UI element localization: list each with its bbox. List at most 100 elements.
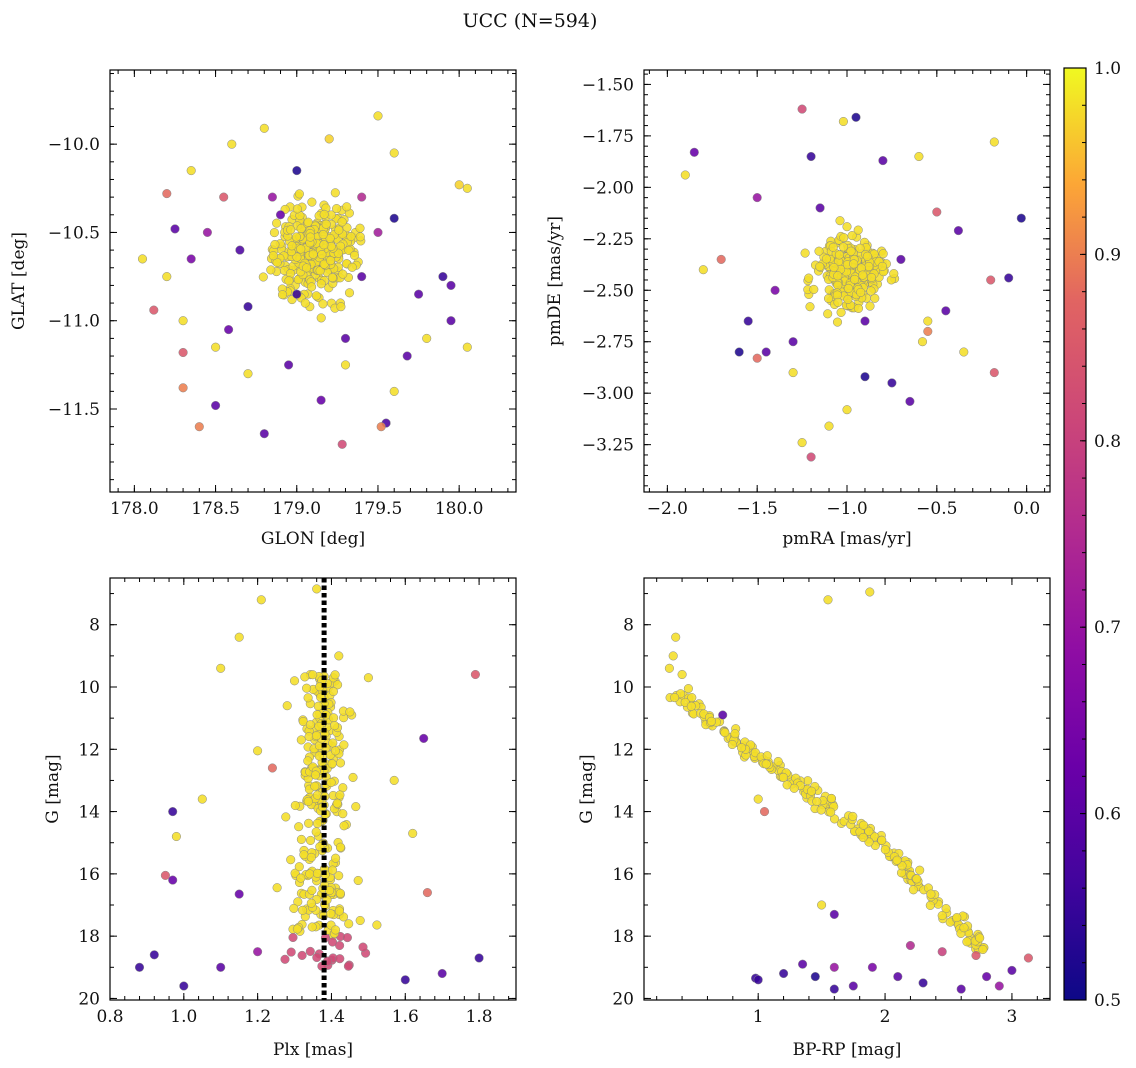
scatter-point	[829, 984, 839, 994]
cluster-member-point	[316, 313, 326, 323]
scatter-point	[419, 733, 429, 743]
scatter-point	[865, 587, 875, 597]
scatter-point	[454, 180, 464, 190]
plx-g-points	[134, 584, 484, 991]
scatter-point	[953, 226, 963, 236]
scatter-point	[408, 828, 418, 838]
cluster-member-point	[337, 217, 347, 227]
scatter-point	[474, 953, 484, 963]
scatter-point	[345, 707, 355, 717]
cluster-member-point	[286, 225, 296, 235]
scatter-point	[806, 151, 816, 162]
cluster-member-point	[308, 249, 318, 259]
cluster-member-point	[855, 243, 865, 253]
cluster-member-point	[816, 805, 826, 815]
scatter-point	[211, 400, 221, 411]
scatter-point	[235, 245, 245, 255]
scatter-point	[664, 663, 674, 673]
scatter-point	[959, 347, 969, 357]
scatter-point	[363, 673, 373, 683]
cluster-member-point	[834, 250, 844, 260]
cluster-member-point	[975, 933, 985, 943]
scatter-point	[797, 438, 807, 448]
colorbar-gradient	[1064, 68, 1086, 1000]
cluster-member-point	[310, 770, 321, 780]
scatter-point	[689, 147, 699, 157]
cluster-member-point	[823, 293, 834, 304]
scatter-point	[838, 116, 848, 127]
cluster-member-point	[941, 904, 951, 914]
cluster-member-point	[298, 905, 308, 915]
cluster-member-point	[315, 266, 325, 276]
cluster-member-point	[828, 242, 838, 252]
x-tick-label: 2	[880, 1007, 891, 1027]
cluster-member-point	[836, 307, 846, 317]
cluster-member-point	[806, 786, 817, 796]
cluster-member-point	[912, 874, 922, 884]
y-tick-label: −1.50	[582, 75, 634, 95]
scatter-point	[446, 280, 456, 290]
cluster-member-point	[342, 202, 352, 212]
scatter-point	[253, 746, 263, 756]
cluster-member-point	[338, 269, 348, 279]
scatter-point	[867, 962, 877, 972]
cluster-member-point	[937, 911, 947, 921]
scatter-point	[923, 326, 933, 336]
y-tick-label: 8	[89, 616, 100, 636]
cluster-member-point	[866, 286, 876, 296]
scatter-point	[267, 763, 277, 773]
cluster-member-point	[773, 756, 783, 767]
cluster-member-point	[305, 232, 315, 242]
cluster-member-point	[306, 898, 316, 908]
y-tick-label: −11.0	[48, 312, 100, 332]
scatter-point	[168, 807, 178, 817]
scatter-point	[357, 272, 367, 282]
cluster-member-point	[877, 261, 887, 271]
cluster-member-point	[762, 751, 772, 761]
colorbar-tick-label: 0.8	[1094, 432, 1121, 452]
bprp-g-points	[664, 587, 1033, 994]
scatter-point	[162, 189, 172, 199]
cluster-member-point	[908, 885, 918, 895]
scatter-point	[389, 775, 399, 785]
scatter-point	[770, 285, 780, 295]
cluster-member-point	[686, 701, 696, 711]
scatter-point	[798, 959, 808, 969]
scatter-point	[917, 337, 928, 347]
y-tick-label: 10	[78, 678, 100, 698]
cluster-member-point	[333, 680, 343, 690]
scatter-point	[438, 272, 448, 282]
y-tick-label: −10.5	[48, 223, 100, 243]
cluster-member-point	[296, 244, 306, 254]
cluster-member-point	[856, 287, 866, 297]
scatter-point	[817, 900, 827, 910]
scatter-point	[216, 663, 226, 673]
cluster-member-point	[328, 686, 338, 697]
cluster-member-point	[833, 297, 843, 307]
cluster-member-point	[288, 932, 298, 943]
cluster-member-point	[330, 925, 341, 935]
cluster-member-point	[292, 204, 302, 214]
cluster-member-point	[926, 889, 936, 899]
scatter-point	[134, 962, 145, 972]
scatter-point	[986, 275, 996, 285]
cluster-member-point	[846, 246, 856, 256]
scatter-point	[848, 981, 858, 991]
cluster-member-point	[300, 298, 310, 308]
bprp-g-plot-area	[643, 577, 1051, 1001]
cluster-member-point	[311, 291, 321, 301]
cluster-member-point	[289, 903, 299, 913]
x-tick-label: 178.5	[191, 499, 240, 519]
cluster-member-point	[330, 188, 340, 198]
cluster-member-point	[280, 954, 290, 964]
cluster-member-point	[805, 302, 815, 312]
scatter-point	[698, 265, 708, 275]
cluster-member-point	[319, 240, 329, 250]
x-tick-label: 1.6	[392, 1007, 419, 1027]
scatter-point	[932, 207, 942, 217]
cluster-member-point	[272, 883, 282, 893]
cluster-member-point	[339, 821, 349, 831]
cluster-member-point	[302, 263, 312, 273]
